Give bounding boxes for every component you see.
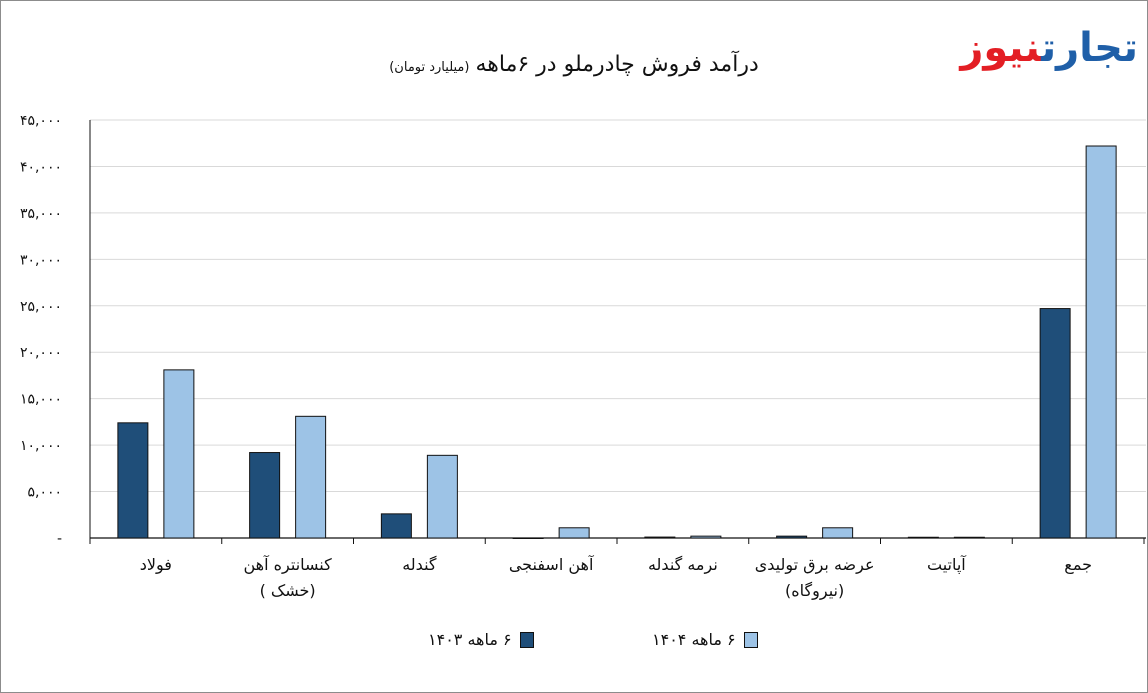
- bar-1403: [907, 536, 939, 539]
- logo-text-red: نیوز: [960, 25, 1042, 71]
- bar-1403: [1039, 308, 1071, 539]
- legend-item-1404: ۶ ماهه ۱۴۰۴: [652, 630, 758, 649]
- y-tick-label: ۳۵,۰۰۰: [20, 206, 62, 222]
- bar-1404: [558, 527, 590, 539]
- legend-label-1404: ۶ ماهه ۱۴۰۴: [652, 630, 736, 649]
- legend-swatch-1404: [743, 631, 758, 648]
- y-tick-label: ۱۰,۰۰۰: [20, 438, 62, 454]
- x-category-label: عرضه برق تولیدی: [755, 555, 875, 575]
- y-tick-label: ۲۵,۰۰۰: [20, 299, 62, 315]
- bar-1404: [953, 536, 985, 539]
- chart-title-block: درآمد فروش چادرملو در ۶ماهه (میلیارد توما…: [0, 52, 1148, 77]
- bar-1403: [776, 535, 808, 539]
- y-tick-label: ۴۰,۰۰۰: [20, 159, 62, 175]
- y-tick-label: ۲۰,۰۰۰: [20, 345, 62, 361]
- bar-1403: [644, 536, 676, 539]
- x-category-label: کنسانتره آهن: [244, 555, 333, 575]
- chart-title: درآمد فروش چادرملو در ۶ماهه: [475, 52, 759, 77]
- bar-1403: [249, 452, 281, 539]
- x-category-label: نرمه گندله: [648, 555, 718, 575]
- x-category-label: جمع: [1064, 555, 1092, 575]
- bar-1404: [295, 415, 327, 539]
- chart-subtitle: (میلیارد تومان): [389, 60, 470, 75]
- legend-item-1403: ۶ ماهه ۱۴۰۳: [428, 630, 534, 649]
- x-category-label: (خشک ): [260, 581, 316, 600]
- bar-1404: [1085, 145, 1117, 539]
- y-tick-label: ۱۵,۰۰۰: [20, 392, 62, 408]
- bar-1404: [690, 535, 722, 539]
- bar-1403: [512, 537, 544, 539]
- legend-label-1403: ۶ ماهه ۱۴۰۳: [428, 630, 512, 649]
- y-tick-label: ۳۰,۰۰۰: [20, 252, 62, 268]
- bar-1403: [117, 422, 149, 539]
- brand-logo: تجارتنیوز: [938, 22, 1138, 74]
- x-category-label: فولاد: [140, 555, 172, 575]
- x-category-label: (نیروگاه): [785, 581, 844, 601]
- bar-1404: [163, 369, 195, 539]
- y-tick-label: ۴۵,۰۰۰: [20, 113, 62, 129]
- x-category-label: گندله: [402, 555, 437, 574]
- legend-swatch-1403: [519, 631, 534, 648]
- bar-1403: [380, 513, 412, 539]
- y-tick-label: -: [57, 531, 62, 547]
- logo-text-blue: تجارت: [1041, 25, 1138, 71]
- bar-1404: [426, 454, 458, 539]
- bar-1404: [822, 527, 854, 539]
- x-category-label: آهن اسفنجی: [509, 555, 595, 575]
- x-category-label: آپاتیت: [927, 555, 967, 575]
- y-tick-label: ۵,۰۰۰: [27, 485, 62, 501]
